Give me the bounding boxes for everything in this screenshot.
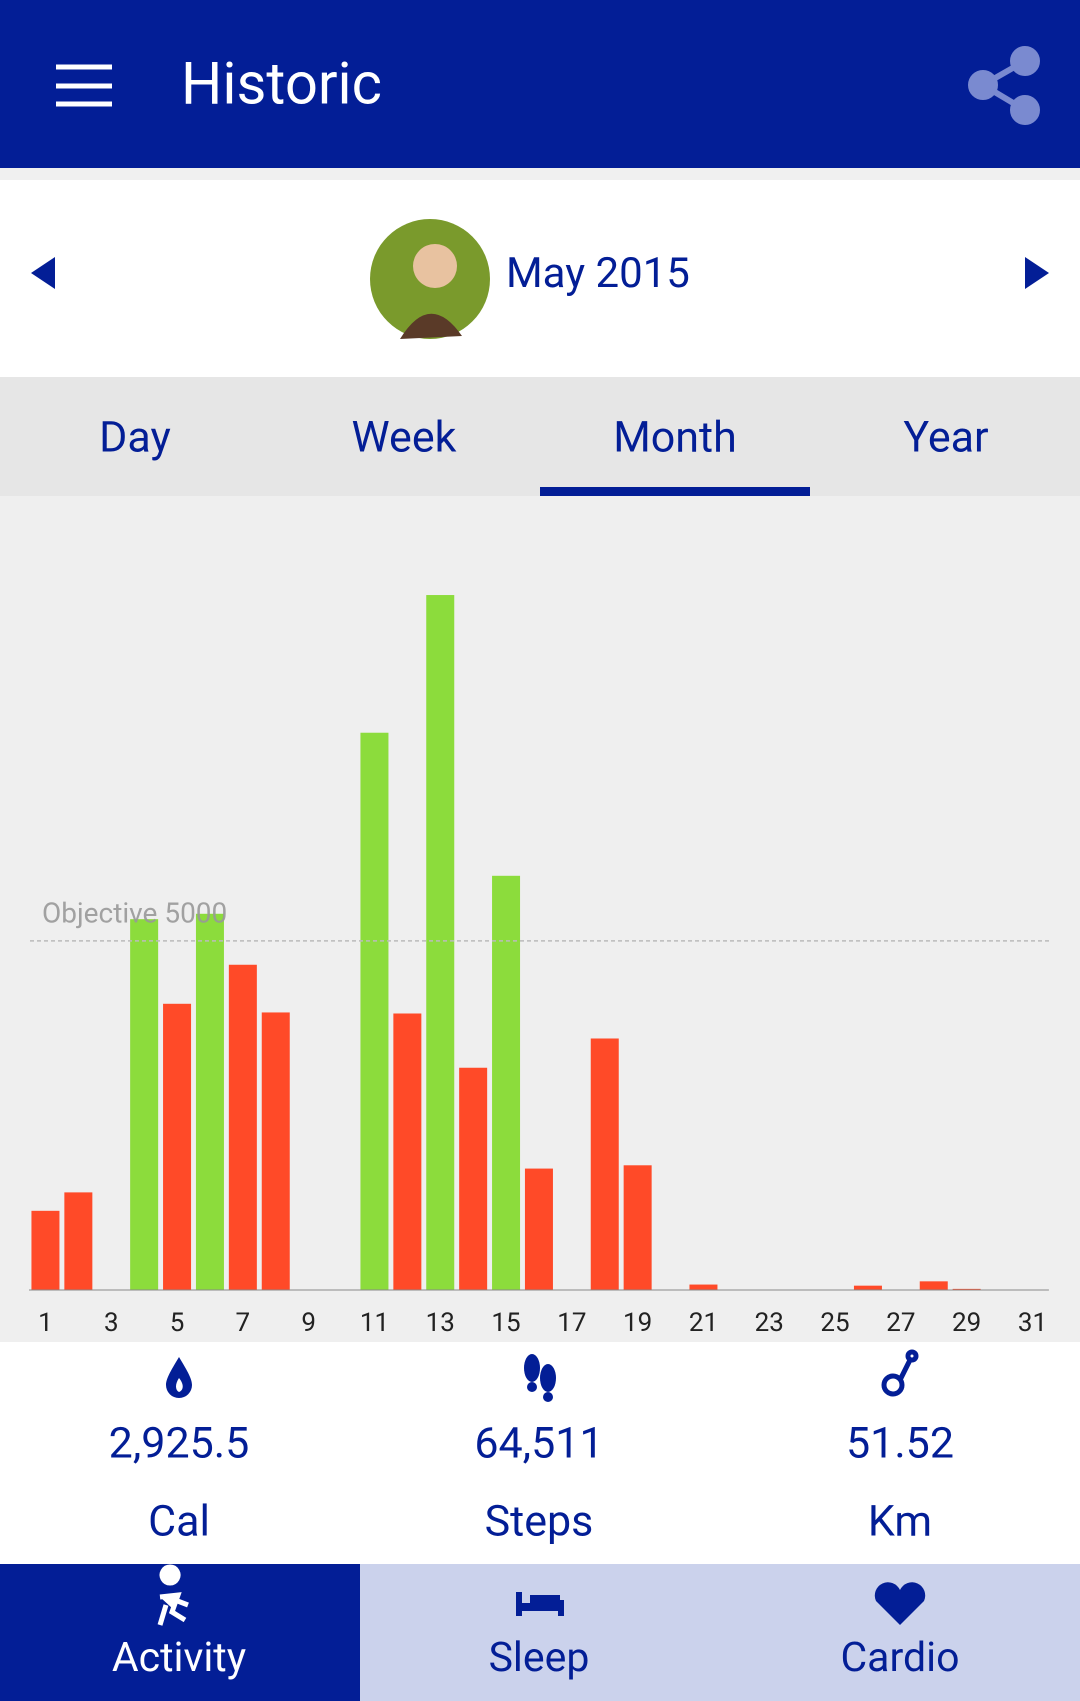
nav-label[interactable]: Cardio	[841, 1634, 960, 1682]
period-bar	[0, 168, 1080, 377]
bar	[31, 1210, 60, 1290]
tab[interactable]: Week	[352, 412, 457, 462]
avatar-hair	[400, 313, 462, 339]
tab-bar	[0, 377, 1080, 496]
stat-unit: Km	[868, 1496, 932, 1546]
bar	[919, 1281, 948, 1290]
x-tick-label: 1	[38, 1308, 53, 1338]
app-bar	[0, 0, 1080, 168]
x-tick-label: 31	[1018, 1308, 1047, 1338]
stat-value: 51.52	[846, 1418, 954, 1468]
bar	[689, 1284, 718, 1290]
objective-label: Objective 5000	[42, 896, 227, 929]
tab[interactable]: Day	[99, 412, 171, 462]
bar	[853, 1285, 882, 1290]
bar	[64, 1192, 93, 1290]
x-tick-label: 29	[952, 1308, 981, 1338]
nav-label[interactable]: Activity	[112, 1634, 246, 1682]
bar	[261, 1012, 290, 1290]
activity-icon	[157, 1564, 189, 1626]
prev-arrow[interactable]	[31, 257, 55, 289]
x-tick-label: 27	[886, 1308, 915, 1338]
x-tick-label: 21	[689, 1308, 718, 1338]
x-tick-label: 11	[360, 1308, 389, 1338]
x-tick-label: 7	[236, 1308, 251, 1338]
next-arrow[interactable]	[1025, 257, 1049, 289]
calories-icon	[166, 1357, 192, 1398]
x-tick-label: 19	[623, 1308, 652, 1338]
x-tick-label: 3	[104, 1308, 119, 1338]
x-tick-label: 5	[170, 1308, 185, 1338]
bar	[393, 1013, 422, 1290]
bar	[426, 595, 455, 1290]
x-tick-label: 17	[557, 1308, 586, 1338]
share-button[interactable]	[968, 46, 1040, 125]
cardio-icon	[874, 1582, 926, 1625]
x-tick-label: 23	[755, 1308, 784, 1338]
bar	[524, 1168, 553, 1290]
bar	[459, 1067, 488, 1290]
nav-label[interactable]: Sleep	[489, 1634, 590, 1682]
bar	[195, 913, 224, 1290]
bar	[163, 1003, 192, 1290]
x-tick-label: 13	[426, 1308, 455, 1338]
bar	[590, 1038, 619, 1290]
stat-value: 2,925.5	[109, 1418, 250, 1468]
stat-unit: Steps	[485, 1496, 594, 1546]
x-tick-label: 9	[301, 1308, 316, 1338]
nav-rest	[360, 1564, 1080, 1701]
menu-button[interactable]	[56, 64, 112, 107]
bar	[623, 1165, 652, 1290]
shadow	[0, 168, 1080, 180]
x-tick-label: 25	[820, 1308, 849, 1338]
period-label: May 2015	[506, 249, 690, 298]
tab-indicator	[540, 487, 810, 496]
bar	[492, 875, 521, 1290]
tab[interactable]: Year	[903, 412, 988, 462]
avatar-face	[413, 244, 457, 288]
stat-unit: Cal	[148, 1496, 210, 1546]
stat-value: 64,511	[474, 1418, 603, 1468]
sleep-icon	[516, 1592, 564, 1616]
bar	[360, 732, 389, 1290]
bar	[228, 964, 257, 1290]
app-title: Historic	[181, 50, 382, 118]
steps-icon	[524, 1354, 556, 1402]
tab[interactable]: Month	[613, 412, 737, 462]
x-tick-label: 15	[491, 1308, 520, 1338]
bar	[130, 919, 159, 1290]
bar	[952, 1288, 981, 1290]
nav-activity[interactable]	[0, 1564, 360, 1701]
distance-icon	[881, 1349, 919, 1397]
